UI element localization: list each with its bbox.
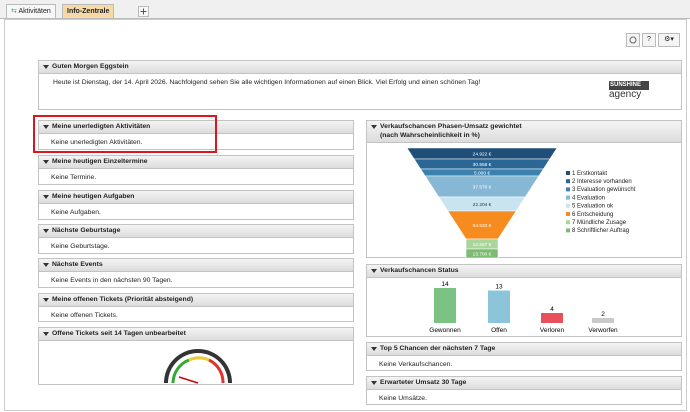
legend-swatch [566,212,570,216]
panel-title: Nächste Geburtstage [39,225,353,238]
panel-title: Erwarteter Umsatz 30 Tage [367,377,681,390]
funnel-label: 5.000 € [474,170,490,176]
welcome-panel: Guten Morgen Eggstein Heute ist Dienstag… [38,60,682,110]
panel-title: Top 5 Chancen der nächsten 7 Tage [367,343,681,356]
highlight-box [33,115,217,153]
funnel-label: 24.922 € [473,151,492,157]
legend-label: 3 Evaluation gewünscht [572,187,636,193]
panel: Meine heutigen Aufgaben Keine Aufgaben. [38,190,354,220]
tab-label: Info-Zentrale [67,8,110,15]
value-label: 2 [601,311,605,318]
panel: Erwarteter Umsatz 30 Tage Keine Umsätze. [366,376,682,405]
panel-title: Meine heutigen Einzeltermine [39,156,353,169]
gauge-face [168,353,228,383]
panel-text: Keine Events in den nächsten 90 Tagen. [51,277,173,284]
panel-title: Meine heutigen Aufgaben [39,191,353,204]
panel-title: Verkaufschancen Phasen-Umsatz gewichtet [380,123,522,130]
gauge [164,349,232,384]
bar [488,290,510,323]
panel: Top 5 Chancen der nächsten 7 Tage Keine V… [366,342,682,371]
panel-title: Meine unerledigten Aktivitäten [39,121,353,134]
value-label: 4 [550,306,554,313]
legend-swatch [566,228,570,233]
legend-label: 2 Interesse vorhanden [572,179,632,185]
legend-label: 5 Evaluation ok [572,204,614,210]
bar [541,313,563,323]
tab[interactable]: ⇆ Aktivitäten [6,4,56,18]
gear-icon: ⚙▾ [664,36,674,43]
legend-swatch [566,220,570,225]
panel: Nächste Events Keine Events in den nächst… [38,258,354,288]
tab-bar: ⇆ Aktivitäten Info-Zentrale [0,0,690,19]
funnel-label: 12.697 € [473,242,492,248]
panel-title: Nächste Events [39,259,353,272]
panel-title: Guten Morgen Eggstein [39,61,681,74]
icon [629,36,637,44]
legend-swatch [566,195,570,200]
category-label: Gewonnen [429,327,461,334]
panel-title: Offene Tickets seit 14 Tagen unbearbeite… [39,328,353,341]
legend-swatch [566,179,570,184]
gauge-arc-yellow [188,356,210,362]
legend-label: 1 Erstkontakt [572,171,607,177]
status-chart: 14 Gewonnen 13 Offen 4 Verloren 2 Verworfen [429,281,618,334]
panel-text: Keine Termine. [51,174,97,181]
panel-subtitle: (nach Wahrscheinlichkeit in %) [380,132,480,139]
panel-text: Keine Verkaufschancen. [379,361,453,368]
gauge-arc-red [208,358,225,384]
category-label: Offen [491,327,507,334]
value-label: 14 [441,281,449,288]
legend-label: 4 Evaluation [572,195,605,201]
bar [434,288,456,323]
tab-label: Aktivitäten [18,8,51,15]
gauge-needle [178,376,199,384]
panel: Meine offenen Tickets (Priorität absteig… [38,293,354,322]
panel-text: Keine offenen Tickets. [51,312,118,319]
refresh-icon [629,36,637,44]
panel-text: Heute ist Dienstag, der 14. April 2026. … [53,79,481,86]
legend-label: 7 Mündliche Zusage [572,220,627,226]
logo: SUNSHINE agency [609,81,649,100]
funnel-segment [465,248,499,259]
legend-swatch [566,187,570,192]
gauge-arc-green [171,358,190,384]
value-label: 13 [495,284,503,291]
funnel-label: 37.570 € [473,184,492,190]
panel: Offene Tickets seit 14 Tagen unbearbeite… [38,327,354,385]
legend-label: 6 Entscheidung [572,212,613,218]
panel-title: Verkaufschancen Status [367,265,681,278]
funnel-panel: Verkaufschancen Phasen-Umsatz gewichtet (… [366,120,682,259]
logo-top: SUNSHINE [609,81,649,90]
panel-text: Keine unerledigten Aktivitäten. [51,139,143,146]
plus-icon [140,8,147,15]
panel-title: Meine offenen Tickets (Priorität absteig… [39,294,353,307]
panel-text: Keine Geburtstage. [51,243,110,250]
category-label: Verworfen [588,327,618,334]
funnel-label: 54.533 € [473,223,492,229]
funnel-label: 30.558 € [473,162,492,168]
status-panel: Verkaufschancen Status 14 Gewonnen 13 Offen… [366,264,682,337]
category-label: Verloren [540,327,565,334]
bar [592,318,614,323]
tab-icon: ⇆ [11,8,19,15]
panel: Nächste Geburtstage Keine Geburtstage. [38,224,354,254]
panel-text: Keine Aufgaben. [51,209,101,216]
legend-swatch [566,171,570,175]
settings-button[interactable]: ⚙▾ [658,33,680,47]
help-button[interactable]: ? [642,33,656,47]
legend-label: 8 Schriftlicher Auftrag [572,228,629,234]
panel: Meine heutigen Einzeltermine Keine Termin… [38,155,354,185]
legend-swatch [566,203,570,208]
add-tab[interactable] [138,6,149,17]
refresh-button[interactable] [626,33,640,47]
funnel-chart: 24.922 € 30.558 € 5.000 € 37.570 € 22.204 € 5… [406,147,636,259]
panel: Meine unerledigten Aktivitäten Keine uner… [38,120,354,150]
funnel-label: 13.700 € [473,251,492,257]
logo-bottom: agency [609,89,642,100]
tab-active[interactable]: Info-Zentrale [62,4,115,18]
funnel-label: 22.204 € [473,202,492,208]
panel-text: Keine Umsätze. [379,395,427,402]
